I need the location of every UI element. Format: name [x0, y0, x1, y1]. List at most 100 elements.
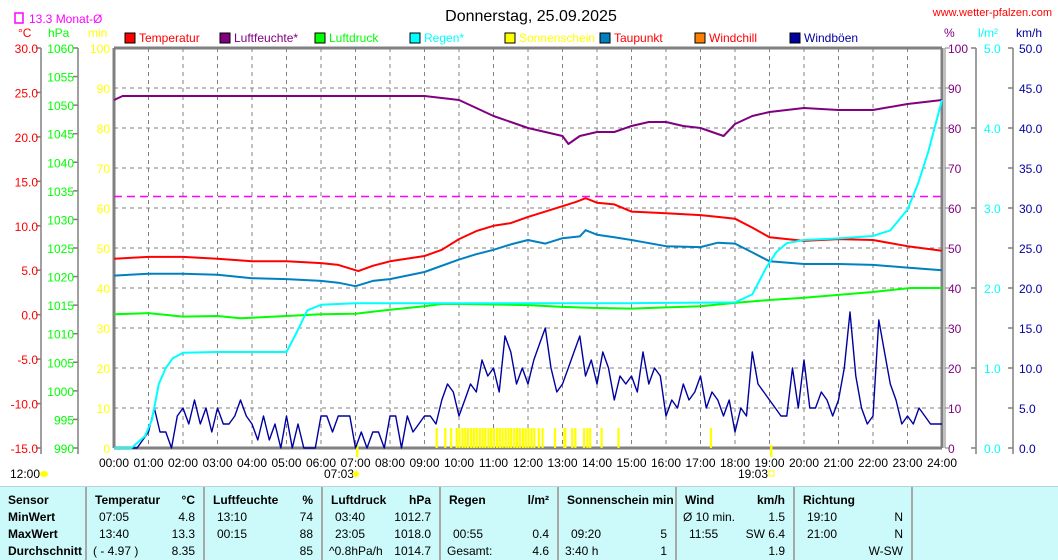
- sunshine-bar: [466, 428, 470, 448]
- sunshine-bar: [444, 428, 447, 448]
- sun_min-tick-label: 90: [97, 82, 111, 96]
- stats-value: 13.3: [171, 527, 195, 541]
- x-tick-label: 09:00: [409, 456, 439, 470]
- stats-header: Luftfeuchte: [213, 493, 279, 507]
- rain_lm2-tick-label: 3.0: [984, 202, 1001, 216]
- pressure_hpa-tick-label: 1040: [47, 156, 74, 170]
- sunshine-bar: [617, 428, 620, 448]
- sunshine-bar: [435, 428, 438, 448]
- sun_min-tick-label: 50: [97, 242, 111, 256]
- stats-row-label: Durchschnitt: [8, 544, 83, 558]
- sun_min-tick-label: 40: [97, 282, 111, 296]
- temp_c-tick-label: -15.0: [11, 442, 39, 456]
- stats-header: Wind: [685, 493, 715, 507]
- stats-value: 1.9: [768, 544, 785, 558]
- x-tick-label: 16:00: [651, 456, 681, 470]
- stats-column: Sonnenschein min 09:20 5 3:40 h 1: [559, 487, 677, 560]
- unit-sun: min: [88, 26, 107, 40]
- x-tick-label: 04:00: [237, 456, 267, 470]
- x-tick-label: 17:00: [685, 456, 715, 470]
- sunshine-bar: [600, 428, 603, 448]
- wind_kmh-tick-label: 20.0: [1019, 282, 1043, 296]
- stats-time: 09:20: [571, 527, 602, 541]
- sunshine-bar: [495, 428, 499, 448]
- sunrise-label: 07:03: [324, 467, 354, 481]
- stats-column: Temperatur °C 07:05 4.8 13:40 13.3 ( - 4.97 ) 8…: [87, 487, 205, 560]
- sunshine-bar: [553, 428, 557, 448]
- pressure_hpa-tick-label: 1035: [47, 185, 74, 199]
- sun_min-tick-label: 30: [97, 322, 111, 336]
- humidity_pct-tick-label: 40: [948, 282, 962, 296]
- temp_c-tick-label: 25.0: [15, 86, 39, 100]
- stats-header: Regen: [449, 493, 486, 507]
- pressure_hpa-tick-label: 1020: [47, 271, 74, 285]
- temp_c-tick-label: 30.0: [15, 42, 39, 56]
- wind_kmh-tick-label: 35.0: [1019, 162, 1043, 176]
- weather-chart: Donnerstag, 25.09.2025 www.wetter-pfalze…: [10, 7, 1052, 481]
- wind_kmh-tick-label: 15.0: [1019, 322, 1043, 336]
- sunshine-bar: [464, 428, 467, 448]
- rain_lm2-tick-label: 2.0: [984, 282, 1001, 296]
- series-line-luftdruck: [113, 287, 942, 320]
- month-avg-label: 13.3 Monat-Ø: [29, 12, 102, 26]
- temp_c-tick-label: 5.0: [21, 264, 38, 278]
- sun_min-tick-label: 80: [97, 122, 111, 136]
- legend-label: Temperatur: [139, 31, 200, 45]
- stats-value: 1012.7: [394, 510, 431, 524]
- sunshine-bar: [472, 428, 476, 448]
- x-tick-label: 05:00: [271, 456, 301, 470]
- sunshine-bar: [709, 428, 713, 448]
- sunshine-bar: [586, 428, 589, 448]
- legend: Temperatur Luftfeuchte* Luftdruck Regen* Son…: [124, 31, 858, 45]
- sunshine-bar: [571, 428, 574, 448]
- sunshine-bar: [481, 428, 484, 448]
- pressure_hpa-tick-label: 1055: [47, 71, 74, 85]
- stats-time: 3:40 h: [565, 544, 599, 558]
- x-tick-label: 20:00: [789, 456, 819, 470]
- wind_kmh-tick-label: 25.0: [1019, 242, 1043, 256]
- sunshine-bar: [475, 428, 478, 448]
- x-tick-label: 10:00: [444, 456, 474, 470]
- x-tick-label: 15:00: [616, 456, 646, 470]
- legend-swatch: [124, 32, 136, 44]
- temp_c-tick-label: 15.0: [15, 175, 39, 189]
- chart-marks: [113, 95, 943, 457]
- stats-time: ^0.8hPa/h: [329, 544, 383, 558]
- stats-value: N: [894, 510, 903, 524]
- temp_c-tick-label: 0.0: [21, 309, 38, 323]
- stats-value: 88: [299, 527, 313, 541]
- stats-value: 4.6: [532, 544, 549, 558]
- stats-time: 13:10: [217, 510, 248, 524]
- stats-time: 03:40: [335, 510, 366, 524]
- x-tick-label: 24:00: [927, 456, 957, 470]
- legend-label: Luftfeuchte*: [234, 31, 298, 45]
- legend-label: Luftdruck: [329, 31, 379, 45]
- pressure_hpa-tick-label: 990: [54, 442, 74, 456]
- legend-label: Windchill: [709, 31, 757, 45]
- legend-label: Taupunkt: [614, 31, 663, 45]
- stats-time: 07:05: [99, 510, 130, 524]
- x-tick-label: 22:00: [858, 456, 888, 470]
- sunshine-bar: [518, 428, 521, 448]
- stats-header: Sonnenschein min: [567, 493, 674, 507]
- stats-value: 5: [660, 527, 667, 541]
- stats-column: Luftfeuchte% 13:10 74 00:15 88 85: [205, 487, 323, 560]
- stats-table: Sensor MinWert MaxWert Durchschnitt Temperat…: [0, 486, 1058, 560]
- sunshine-bar: [527, 428, 530, 448]
- legend-swatch: [219, 32, 231, 44]
- website-link[interactable]: www.wetter-pfalzen.com: [932, 7, 1052, 19]
- sunshine-bar: [513, 428, 516, 448]
- pressure_hpa-tick-label: 995: [54, 413, 74, 427]
- legend-swatch: [599, 32, 611, 44]
- x-tick-label: 02:00: [168, 456, 198, 470]
- humidity_pct-tick-label: 100: [948, 42, 968, 56]
- stats-row-label: MinWert: [8, 510, 56, 524]
- stats-unit: %: [302, 493, 313, 507]
- stats-time: 13:40: [99, 527, 130, 541]
- stats-header: Luftdruck: [331, 493, 387, 507]
- humidity_pct-tick-label: 50: [948, 242, 962, 256]
- sunshine-bar: [492, 428, 496, 448]
- legend-label: Regen*: [424, 31, 464, 45]
- humidity_pct-tick-label: 70: [948, 162, 962, 176]
- temp_c-tick-label: 10.0: [15, 220, 39, 234]
